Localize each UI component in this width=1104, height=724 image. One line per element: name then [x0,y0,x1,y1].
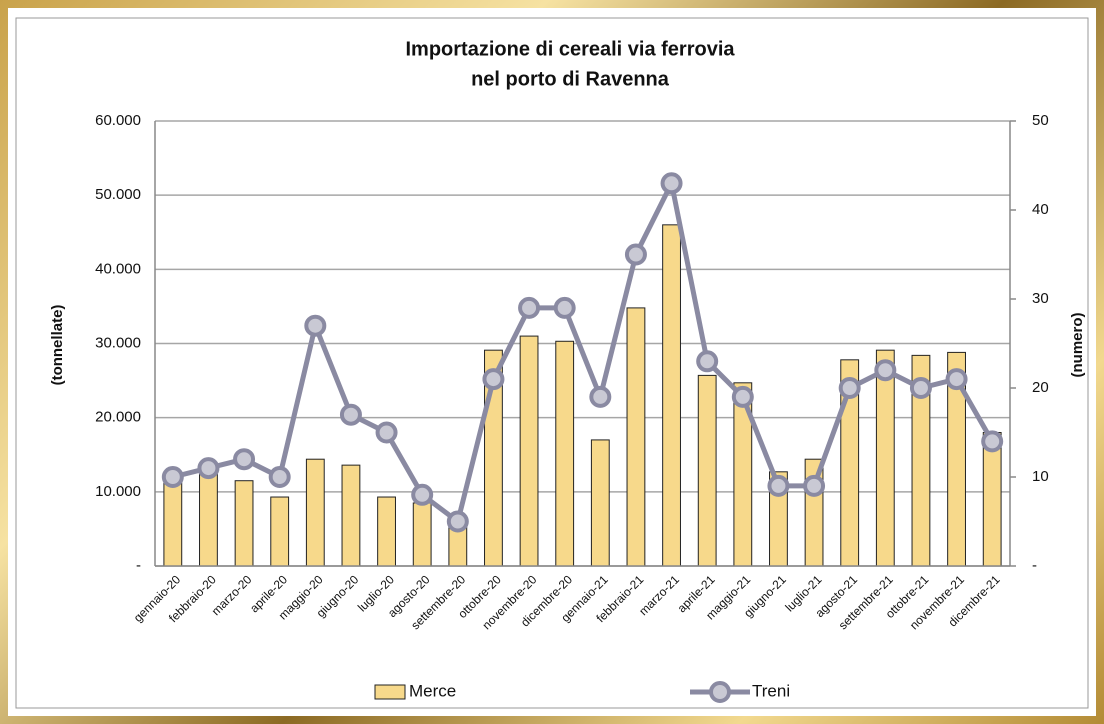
line-marker [803,474,826,497]
legend-swatch [374,684,406,700]
bar [519,335,539,567]
line-marker [981,430,1004,453]
y2-tick-label: 50 [1032,112,1049,129]
bar [163,482,183,567]
line-marker [731,385,754,408]
line-marker [411,483,434,506]
legend-label: Merce [409,681,456,700]
y2-tick-label: 20 [1032,379,1049,396]
legend-label: Treni [752,681,790,700]
line-marker [304,314,327,337]
bar [377,496,396,567]
line-marker [874,359,897,382]
line-marker [233,448,256,471]
line-marker [909,377,932,399]
bar [412,502,432,567]
bar [270,496,290,567]
line-marker [518,296,541,319]
line-marker [945,368,968,391]
line-marker [268,466,291,488]
bar [199,472,218,567]
line-marker [696,350,719,373]
y2-tick-label: 10 [1032,468,1049,485]
y2-axis-title: (numero) [1069,313,1086,378]
y-tick-label: 20.000 [95,409,141,426]
y-tick-label: 10.000 [95,483,141,500]
y2-tick-label: 30 [1032,290,1049,307]
bar [875,349,895,567]
line-marker [375,421,398,444]
bar [697,374,717,567]
chart-title: nel porto di Ravenna [471,68,670,90]
line-marker [660,172,683,195]
chart-title: Importazione di cereali via ferrovia [405,38,735,60]
y-tick-label: 40.000 [95,260,141,277]
line-marker [197,457,220,480]
y2-tick-label: - [1032,557,1037,574]
bar [982,432,1002,567]
line-marker [482,368,505,391]
line-marker [553,296,576,319]
line-marker [339,403,362,426]
bar [662,224,681,567]
line-marker [161,466,184,488]
y-tick-label: - [136,557,141,574]
line-marker [446,510,469,533]
y-axis-title: (tonnellate) [49,305,66,386]
line-marker [767,474,790,497]
bar [341,464,361,567]
chart-area [15,17,1089,709]
bar [626,307,646,567]
y-tick-label: 60.000 [95,112,141,129]
line-marker [589,385,612,408]
bar [590,439,610,567]
legend-swatch [709,681,731,703]
y-tick-label: 50.000 [95,186,141,203]
line-marker [838,377,861,399]
bar [555,340,575,567]
bar [305,458,325,567]
bar [234,480,254,567]
y-tick-label: 30.000 [95,334,141,351]
y2-tick-label: 40 [1032,201,1049,218]
line-marker [624,243,647,266]
